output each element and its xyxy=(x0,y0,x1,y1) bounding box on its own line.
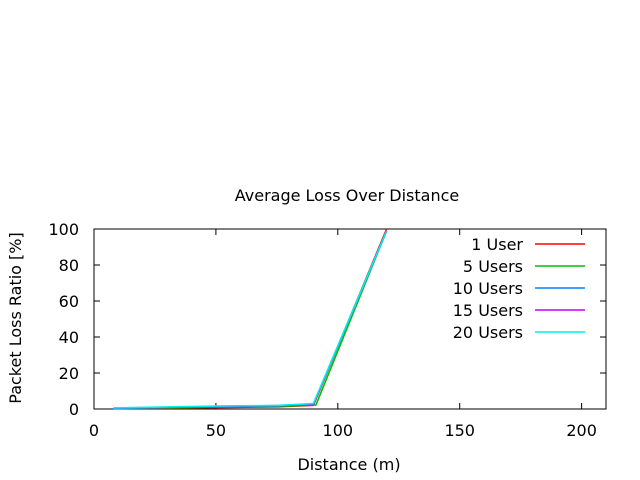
legend-label: 5 Users xyxy=(463,257,523,276)
y-tick-label: 100 xyxy=(48,220,79,239)
x-tick-label: 50 xyxy=(206,421,226,440)
y-tick-label: 40 xyxy=(59,328,79,347)
plot-border xyxy=(93,228,607,410)
y-tick-label: 20 xyxy=(59,364,79,383)
y-tick-label: 60 xyxy=(59,292,79,311)
legend-label: 10 Users xyxy=(453,279,523,298)
x-tick-label: 0 xyxy=(89,421,99,440)
x-tick-label: 150 xyxy=(444,421,475,440)
y-axis-label: Packet Loss Ratio [%] xyxy=(6,232,25,403)
y-tick-label: 0 xyxy=(69,400,79,419)
series-line xyxy=(113,230,388,409)
y-tick-label: 80 xyxy=(59,256,79,275)
x-tick-label: 100 xyxy=(323,421,354,440)
x-tick-label: 200 xyxy=(566,421,597,440)
series-lines xyxy=(113,228,388,410)
legend: 1 User 5 Users 10 Users 15 Users 20 Users xyxy=(453,235,585,342)
series-line xyxy=(113,230,388,410)
series-line xyxy=(113,230,388,409)
series-line xyxy=(113,228,388,410)
plot-frame xyxy=(93,228,607,410)
legend-label: 15 Users xyxy=(453,301,523,320)
axis-ticks: 0 50 100 150 200 0 20 40 60 80 100 xyxy=(48,220,606,440)
legend-label: 1 User xyxy=(471,235,523,254)
x-axis-label: Distance (m) xyxy=(297,455,400,474)
chart-title: Average Loss Over Distance xyxy=(235,186,460,205)
series-line xyxy=(113,230,388,410)
legend-label: 20 Users xyxy=(453,323,523,342)
